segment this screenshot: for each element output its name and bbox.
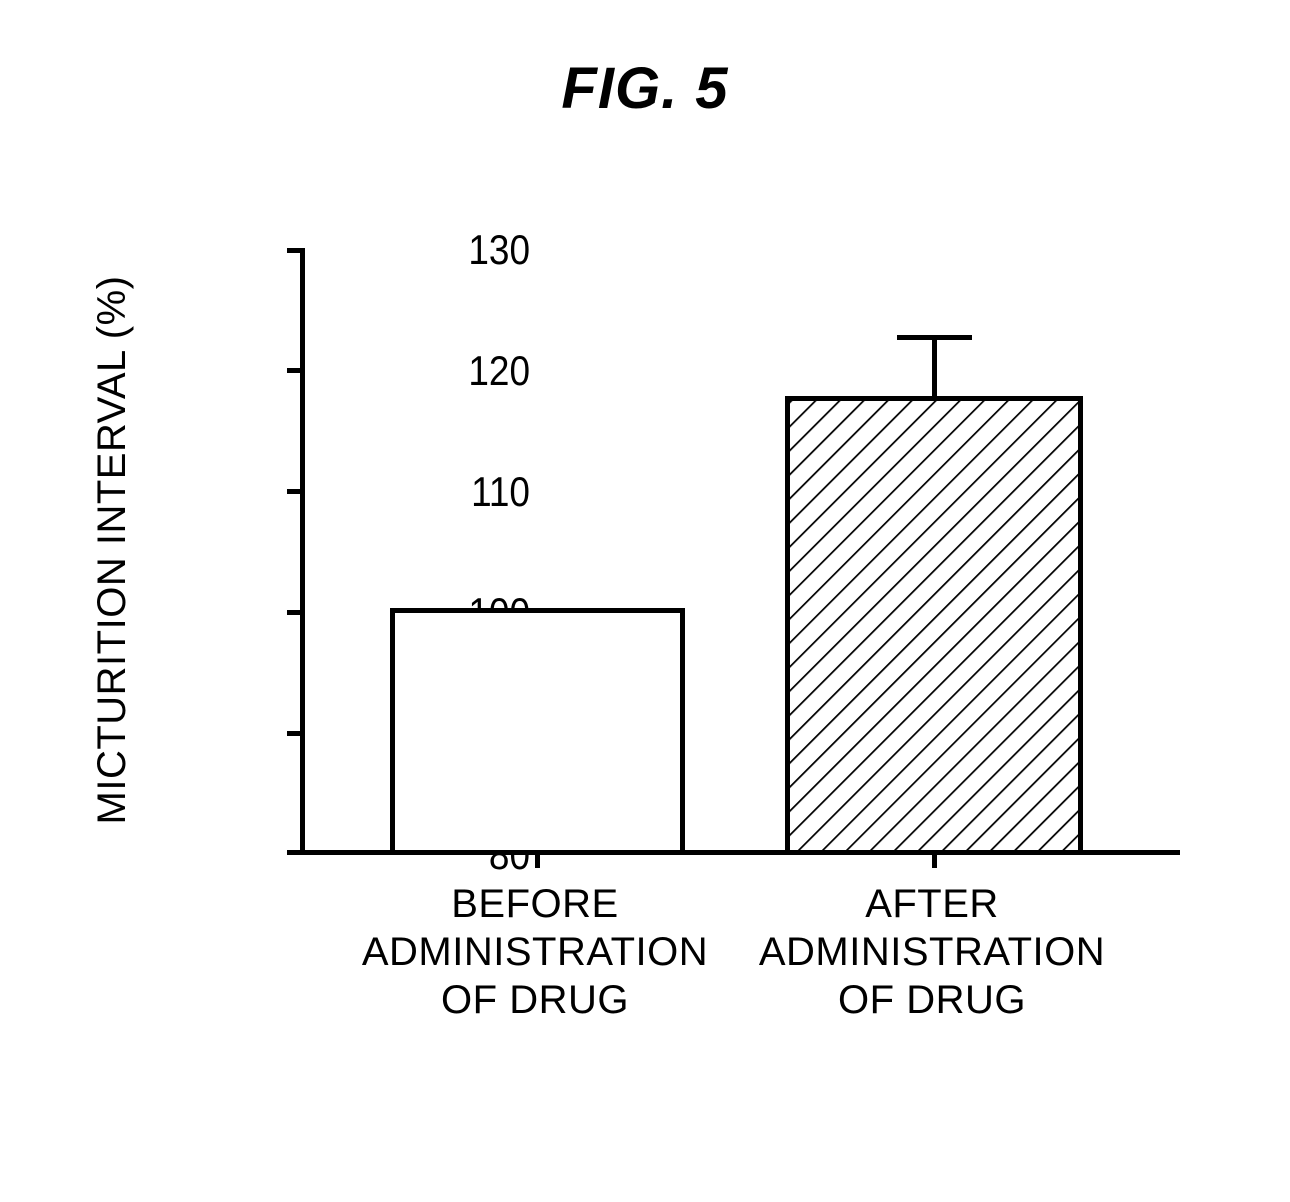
y-tick: [287, 368, 305, 373]
y-axis-label-unit: (%): [90, 276, 134, 340]
y-axis-label: MICTURITION INTERVAL (%): [90, 276, 135, 825]
y-tick: [287, 610, 305, 615]
plot-area: [300, 250, 1180, 855]
bar-before: [390, 608, 685, 850]
x-label-line: OF DRUG: [838, 978, 1026, 1022]
bar-chart: MICTURITION INTERVAL(%) 130 120 110 100 …: [115, 250, 1245, 1170]
y-tick: [287, 248, 305, 253]
y-tick: [287, 850, 305, 855]
x-label-line: BEFORE: [451, 882, 618, 926]
y-axis-label-main: MICTURITION INTERVAL: [90, 349, 134, 824]
x-label-line: ADMINISTRATION: [759, 930, 1105, 974]
hatch-fill: [790, 401, 1078, 850]
x-label-before: BEFORE ADMINISTRATION OF DRUG: [345, 880, 725, 1024]
x-tick: [932, 850, 937, 868]
x-label-line: OF DRUG: [441, 978, 629, 1022]
figure-title: FIG. 5: [561, 55, 728, 122]
y-tick: [287, 489, 305, 494]
error-bar-stem: [932, 336, 937, 396]
x-label-line: AFTER: [865, 882, 999, 926]
x-tick: [535, 850, 540, 868]
y-tick: [287, 731, 305, 736]
bar-after: [785, 396, 1083, 850]
error-bar-cap: [897, 335, 972, 340]
x-label-line: ADMINISTRATION: [362, 930, 708, 974]
x-label-after: AFTER ADMINISTRATION OF DRUG: [742, 880, 1122, 1024]
